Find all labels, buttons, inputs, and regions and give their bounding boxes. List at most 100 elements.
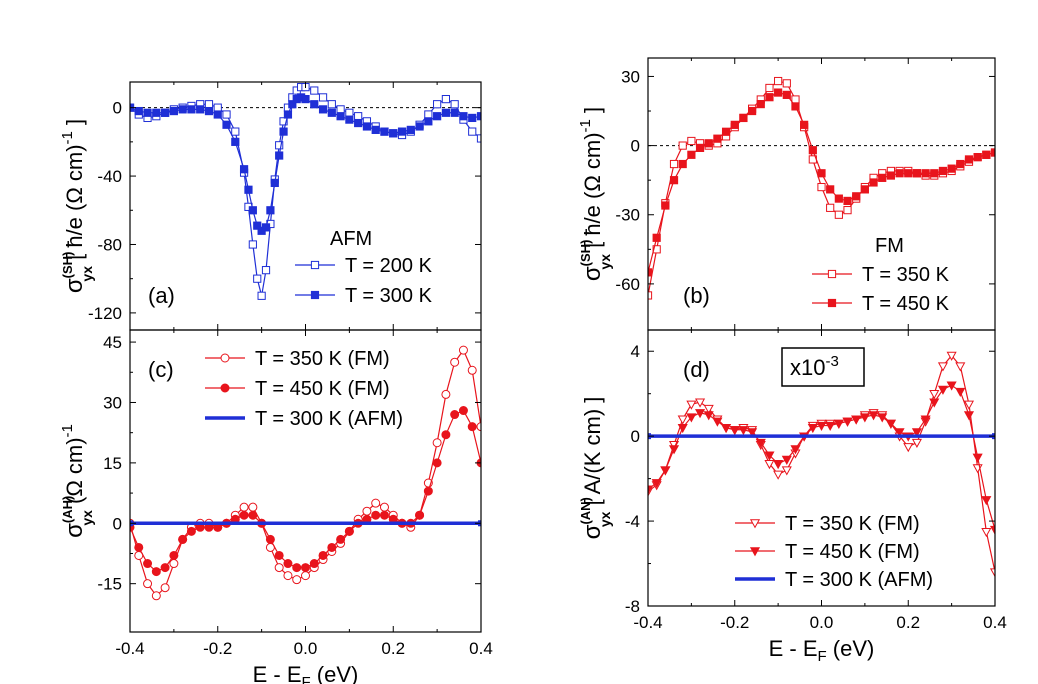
series-line [648,91,995,273]
y-tick-label: -40 [97,167,122,186]
data-point [712,417,723,427]
data-point [239,165,249,174]
data-point [946,351,957,361]
y-tick-label: 30 [621,67,640,86]
data-point [704,139,713,148]
data-point [239,510,249,520]
data-point [869,178,878,187]
data-point [729,426,740,436]
data-point [354,118,363,128]
panel-label: (d) [683,357,710,382]
data-point [860,185,869,194]
data-point [921,169,930,178]
data-point [169,550,179,560]
data-point [721,423,732,434]
x-axis-label: E - EF (eV) [253,662,359,684]
data-point [318,105,328,114]
data-point [963,411,975,421]
legend: T = 350 K (FM) T = 450 K (FM) T = 300 K (A… [205,348,403,430]
data-point [292,575,302,585]
data-point [283,571,293,581]
data-point [379,510,389,520]
data-point [904,169,913,178]
data-point [748,106,757,116]
data-point [450,410,460,420]
data-point [318,550,328,560]
data-point [747,428,758,438]
data-point [301,571,310,581]
data-point [354,112,363,121]
data-point [467,365,477,375]
data-point [956,159,965,169]
data-point [458,345,468,355]
data-point [851,415,862,425]
data-point [808,146,817,155]
data-point [476,422,481,432]
data-point [450,108,459,117]
data-point [989,525,995,536]
x-tick-label: -0.2 [203,639,232,658]
x-tick-label: -0.4 [633,613,662,632]
legend-entry-label: T = 350 K (FM) [785,513,920,535]
data-point [972,453,983,463]
data-point [946,381,957,391]
legend-marker [310,260,320,270]
y-tick-label: 0 [631,137,640,156]
y-tick-label: -8 [625,597,640,616]
data-point [196,105,205,114]
data-point [458,406,468,416]
y-axis-label: σ(SH) yx [ ħ/e (Ω cm)-1 ] [59,119,95,293]
data-point [791,95,800,104]
data-point [231,137,240,146]
data-point [773,470,784,480]
x-tick-label: 0.2 [381,639,405,658]
data-point [911,428,922,438]
data-point [660,466,671,476]
legend-entry-label: T = 300 K (AFM) [785,569,933,591]
data-point [257,291,266,300]
data-point [371,498,381,508]
data-point [231,127,240,136]
data-point [134,542,144,552]
data-point [248,240,257,249]
data-point [677,423,688,434]
data-point [433,100,442,109]
data-point [825,421,836,431]
data-point [739,113,748,123]
data-point [362,122,372,131]
data-point [379,502,389,512]
data-point [151,567,161,577]
data-point [773,460,784,470]
panel-label: (c) [148,357,174,382]
data-point [248,206,257,215]
data-point [842,417,853,427]
data-point [204,106,214,116]
data-point [695,398,706,408]
data-point [169,559,179,569]
data-point [687,136,696,146]
legend-entry-label: T = 300 K [345,285,433,307]
data-point [755,438,766,448]
x-tick-label: -0.2 [720,613,749,632]
data-point [834,194,843,203]
data-point [213,110,222,119]
data-point [652,245,661,254]
data-point [441,95,450,104]
data-point [713,134,722,143]
data-point [920,415,931,425]
plot-area [648,76,995,300]
data-point [859,413,870,423]
legend-title: FM [875,235,904,257]
data-point [279,127,288,136]
data-point [186,526,196,536]
legend-entry-label: T = 350 K (FM) [255,348,390,370]
data-point [800,120,809,129]
panel-a: 0 -40 -80 -120 σ(SH) yx [ ħ/e (Ω cm)-1 ] (a) AF… [59,81,482,331]
data-point [955,387,966,398]
data-point [955,362,966,372]
data-point [415,122,424,131]
data-point [669,176,679,185]
data-point [843,196,852,206]
data-point [833,419,844,429]
